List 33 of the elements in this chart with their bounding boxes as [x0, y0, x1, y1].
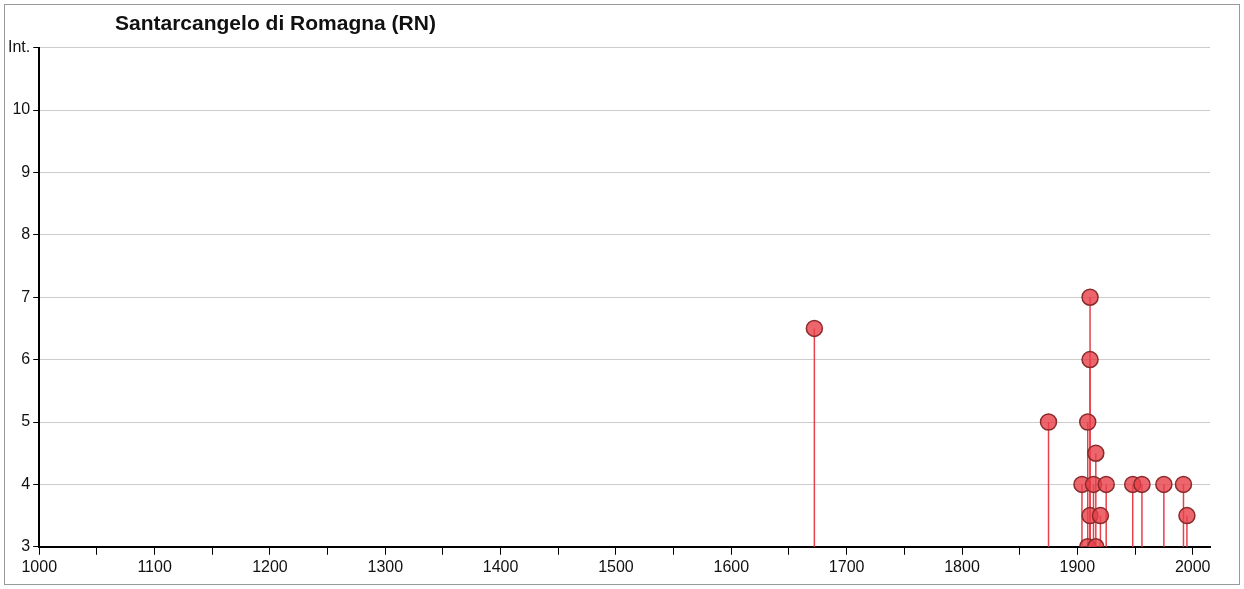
point [1174, 475, 1193, 494]
y-tick-label: 8 [21, 225, 31, 243]
point [1081, 350, 1099, 369]
x-tick-label: 2000 [1174, 557, 1211, 575]
x-tick-label: 1100 [137, 557, 172, 575]
point [1097, 475, 1115, 494]
chart-title: Santarcangelo di Romagna (RN) [115, 11, 436, 35]
point [1081, 288, 1099, 306]
point [1078, 413, 1097, 431]
x-tick-label: 1000 [21, 557, 58, 575]
y-tick-label: Int. [8, 38, 31, 56]
y-tick-label: 4 [21, 474, 31, 492]
x-tick-label: 1300 [367, 557, 404, 575]
y-tick-label: 7 [21, 287, 31, 305]
y-tick-label: 6 [21, 350, 31, 368]
y-tick-label: 3 [21, 537, 31, 555]
x-tick-label: 1200 [252, 557, 288, 575]
point [1091, 506, 1110, 525]
x-tick-label: 1800 [944, 557, 980, 575]
y-tick-label: 5 [21, 412, 31, 430]
x-tick-label: 1700 [828, 557, 865, 575]
point [1087, 444, 1105, 462]
point [1178, 506, 1196, 525]
x-tick-label: 1500 [598, 557, 634, 575]
y-tick-label: 9 [21, 162, 31, 180]
y-tick-label: 10 [12, 100, 31, 118]
x-tick-label: 1600 [713, 557, 750, 575]
point [1039, 413, 1058, 431]
point [1133, 475, 1151, 494]
x-tick-label: 1900 [1059, 557, 1096, 575]
point [1155, 475, 1173, 494]
x-tick-label: 1400 [482, 557, 519, 575]
point [805, 319, 824, 338]
